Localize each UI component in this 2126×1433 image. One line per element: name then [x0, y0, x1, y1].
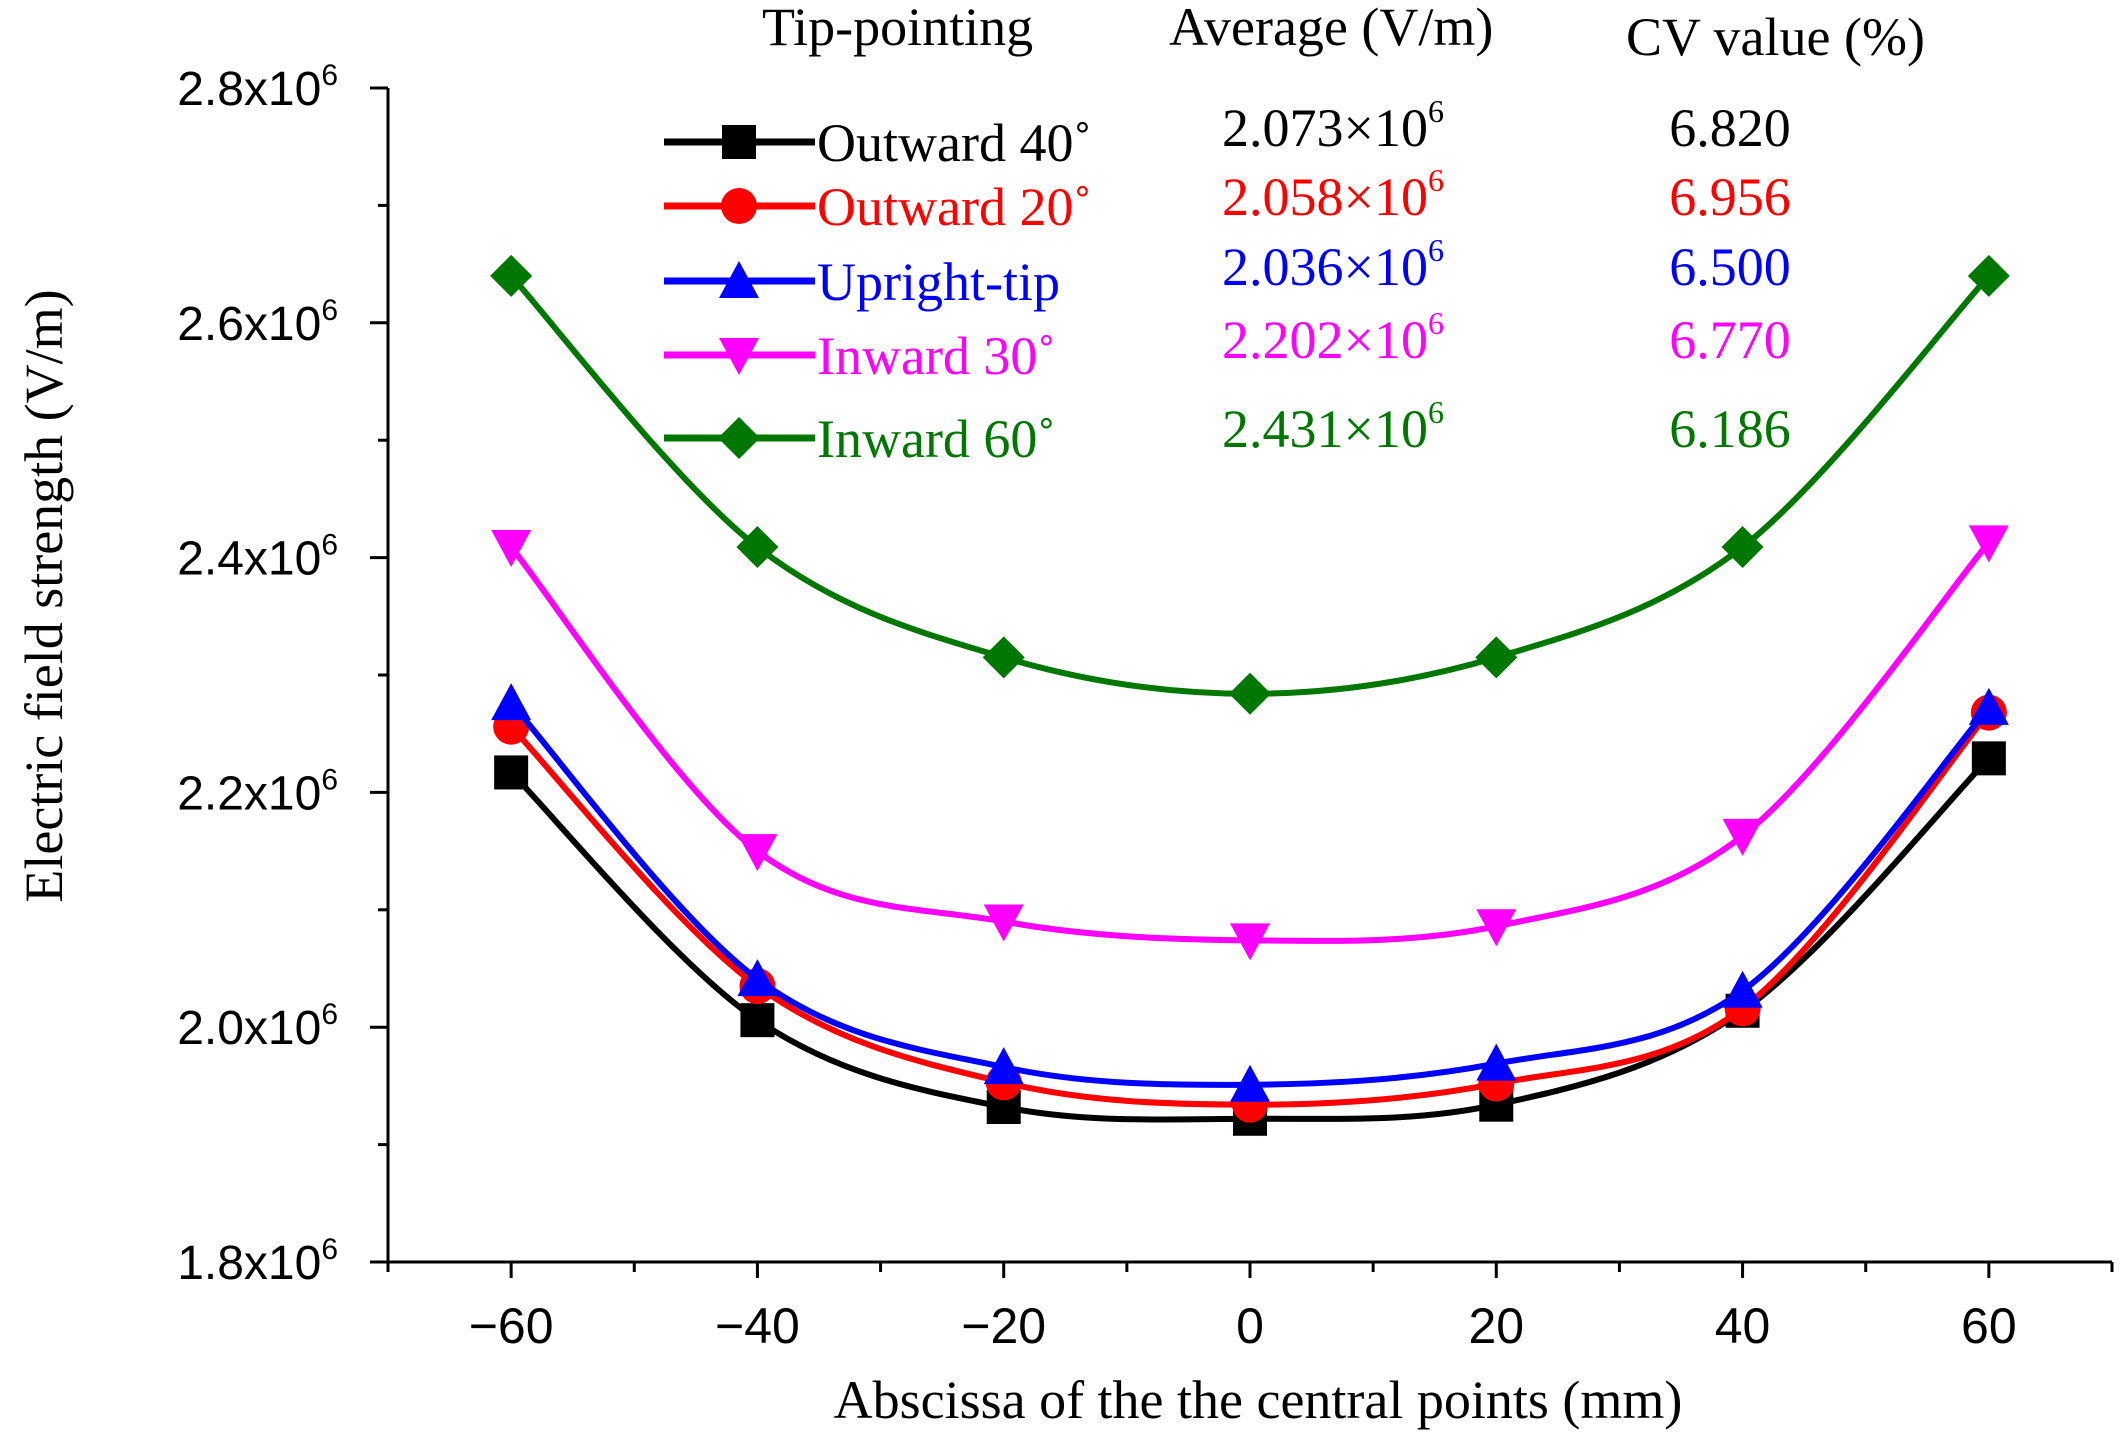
legend-cv: 6.820: [1669, 98, 1791, 158]
x-axis-title: Abscissa of the the central points (mm): [834, 1370, 1683, 1430]
legend-average: 2.431×106: [1222, 394, 1444, 459]
legend-header-average: Average (V/m): [1169, 0, 1493, 57]
x-tick-label: 60: [1961, 1298, 2017, 1354]
y-tick-label: 2.6x106: [177, 294, 338, 351]
legend-header-cv: CV value (%): [1626, 7, 1925, 67]
y-tick-label: 2.4x106: [177, 529, 338, 586]
data-point: [737, 834, 778, 872]
legend-average: 2.036×106: [1222, 232, 1444, 297]
series-line: [508, 701, 1992, 1088]
legend-marker: [718, 417, 760, 459]
data-point: [740, 1003, 775, 1038]
y-axis-title: Electric field strength (V/m): [14, 289, 74, 902]
y-tick-label: 2.0x106: [177, 998, 338, 1055]
data-point: [491, 530, 532, 568]
legend-cv: 6.956: [1669, 167, 1791, 227]
legend-marker: [721, 188, 757, 224]
y-tick-label: 2.8x106: [177, 59, 338, 116]
x-tick-label: 0: [1236, 1298, 1264, 1354]
x-tick-label: −60: [469, 1298, 554, 1354]
data-point: [737, 959, 778, 997]
legend-label: Inward 30˚: [817, 326, 1055, 386]
legend-label: Inward 60˚: [817, 409, 1055, 469]
legend-label: Outward 40˚: [817, 113, 1091, 173]
legend-average: 2.073×106: [1222, 93, 1444, 158]
data-point: [1475, 636, 1518, 679]
legend-label: Upright-tip: [817, 252, 1060, 312]
legend-cv: 6.500: [1669, 237, 1791, 297]
legend-marker: [719, 338, 759, 375]
data-point: [494, 755, 529, 790]
data-point: [1971, 741, 2006, 776]
data-point: [983, 1047, 1024, 1085]
data-point: [1968, 525, 2009, 563]
data-point: [1229, 672, 1271, 715]
legend: Tip-pointing Average (V/m) CV value (%) Out…: [664, 0, 1925, 469]
x-tick-label: −20: [961, 1298, 1046, 1354]
data-point: [1721, 526, 1764, 569]
data-point: [490, 254, 533, 297]
series-diamond: [490, 254, 2010, 715]
data-point: [983, 904, 1024, 942]
data-point: [1476, 1043, 1517, 1081]
data-point: [1230, 1064, 1270, 1102]
legend-label: Outward 20˚: [817, 177, 1091, 237]
legend-average: 2.058×106: [1222, 162, 1444, 227]
data-point: [1968, 687, 2009, 725]
series-triangle-up: [491, 683, 2009, 1102]
legend-marker: [722, 125, 756, 159]
data-point: [1722, 818, 1763, 856]
data-point: [1230, 923, 1270, 961]
y-tick-label: 1.8x106: [177, 1233, 338, 1290]
series-triangle-down: [491, 525, 2009, 961]
y-tick-label: 2.2x106: [177, 763, 338, 820]
data-point: [1722, 970, 1763, 1008]
axes: 1.8x106 2.0x106 2.2x106 2.4x106 2.6x106 2.8x1…: [177, 59, 2114, 1354]
data-point: [982, 636, 1025, 679]
data-point: [1967, 254, 2010, 297]
x-tick-label: −40: [715, 1298, 800, 1354]
data-point: [736, 526, 779, 569]
x-tick-label: 20: [1468, 1298, 1524, 1354]
series-line: [508, 710, 1992, 1108]
data-point: [1476, 909, 1517, 947]
data-point: [491, 683, 532, 721]
series-circle: [493, 694, 2007, 1123]
legend-marker: [719, 261, 759, 298]
legend-average: 2.202×106: [1222, 305, 1444, 370]
legend-cv: 6.770: [1669, 310, 1791, 370]
series-line: [508, 540, 1992, 944]
series-layer: [490, 254, 2010, 1136]
x-tick-label: 40: [1715, 1298, 1771, 1354]
legend-cv: 6.186: [1669, 399, 1791, 459]
legend-header-tip: Tip-pointing: [762, 0, 1033, 57]
